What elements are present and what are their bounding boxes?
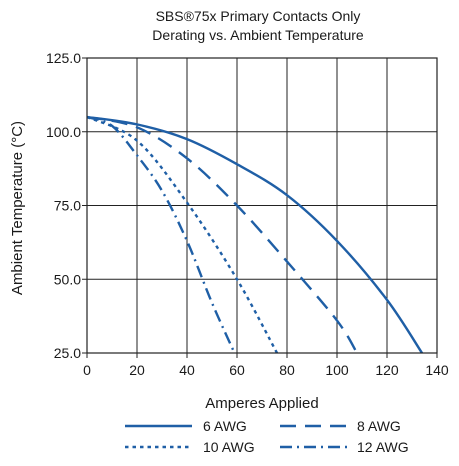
x-tick-label: 140 — [425, 362, 449, 378]
legend-label-8-awg: 8 AWG — [357, 418, 401, 434]
x-tick-label: 40 — [179, 362, 195, 378]
grid-lines — [86, 57, 438, 354]
legend-label-12-awg: 12 AWG — [357, 439, 409, 455]
y-axis-label: Ambient Temperature (°C) — [9, 121, 26, 295]
x-tick-label: 60 — [229, 362, 245, 378]
y-tick-label: 75.0 — [54, 198, 81, 214]
y-tick-label: 100.0 — [46, 124, 81, 140]
chart-title-line-1: SBS®75x Primary Contacts Only — [156, 8, 361, 24]
x-tick-label: 100 — [325, 362, 349, 378]
legend-label-6-awg: 6 AWG — [203, 418, 247, 434]
legend-label-10-awg: 10 AWG — [203, 439, 255, 455]
y-tick-label: 50.0 — [54, 271, 81, 287]
series-line-6-awg — [86, 115, 424, 354]
x-tick-labels: 0 20 40 60 80 100 120 140 — [83, 362, 449, 378]
x-tick-label: 0 — [83, 362, 91, 378]
legend: 6 AWG 8 AWG 10 AWG 12 AWG — [125, 418, 409, 455]
data-series — [86, 115, 424, 354]
plot-frame — [86, 57, 438, 354]
chart-title-line-2: Derating vs. Ambient Temperature — [152, 27, 364, 43]
x-tick-label: 20 — [129, 362, 145, 378]
y-tick-label: 125.0 — [46, 50, 81, 66]
x-tick-label: 80 — [279, 362, 295, 378]
y-tick-labels: 25.0 50.0 75.0 100.0 125.0 — [46, 50, 81, 361]
x-axis-label: Amperes Applied — [205, 395, 318, 412]
y-tick-label: 25.0 — [54, 345, 81, 361]
series-line-8-awg — [86, 115, 359, 354]
series-line-10-awg — [86, 115, 279, 354]
x-tick-label: 120 — [375, 362, 399, 378]
axes — [82, 57, 438, 358]
series-line-12-awg — [86, 115, 236, 354]
